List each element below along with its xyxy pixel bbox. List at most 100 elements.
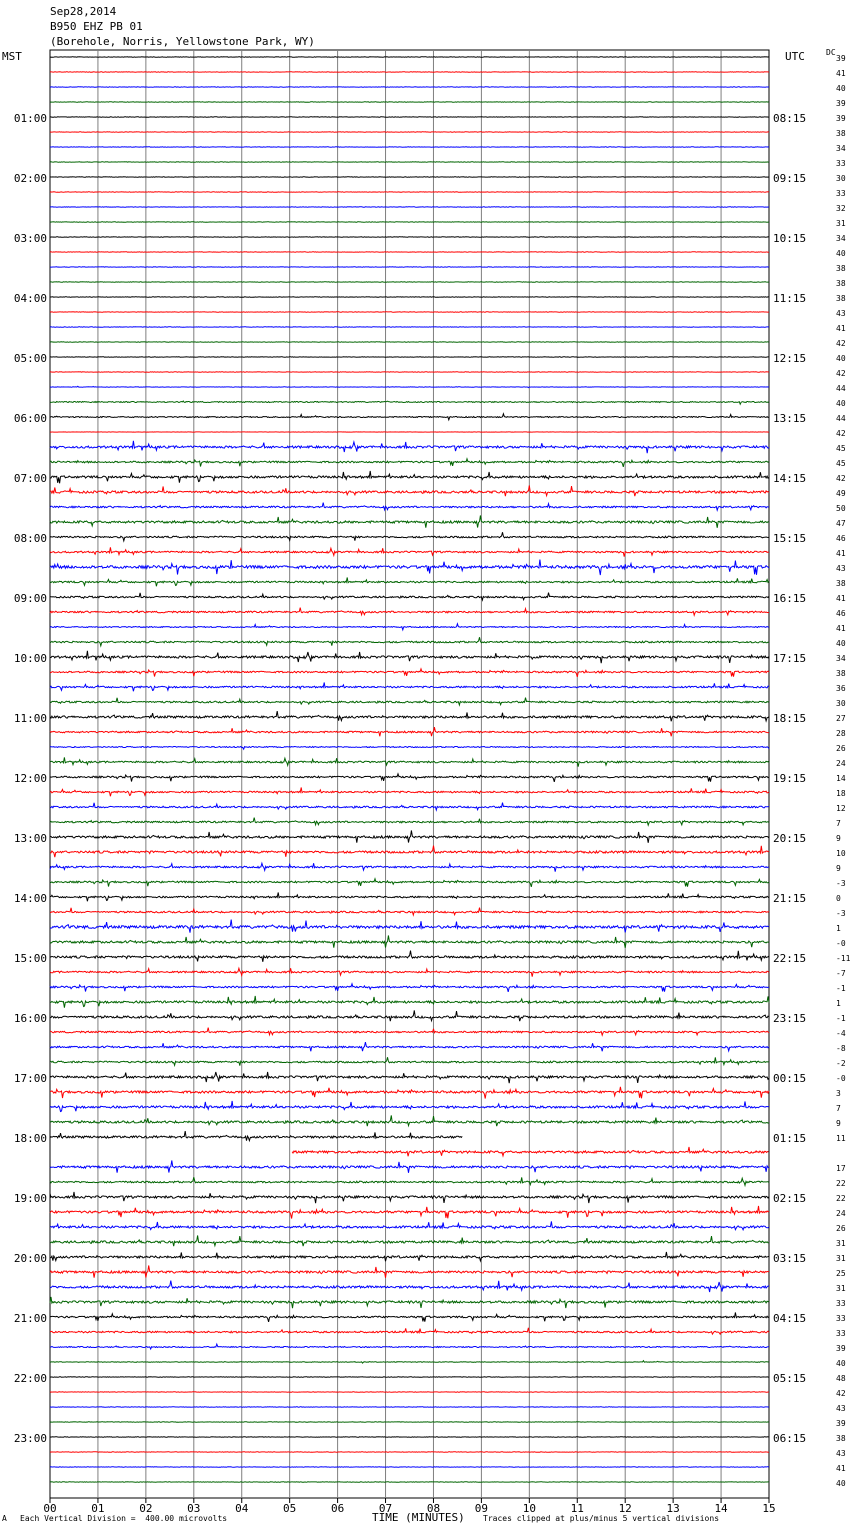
trace-row [49,1296,770,1309]
dc-offset-label: 38 [836,579,846,588]
left-hour-label: 09:00 [14,592,47,605]
right-hour-label: 19:15 [773,772,806,785]
trace-row [49,1027,770,1037]
dc-offset-label: 40 [836,1359,846,1368]
left-hour-label: 13:00 [14,832,47,845]
x-tick-label: 08 [427,1502,440,1515]
dc-offset-label: -7 [836,969,846,978]
right-hour-label: 00:15 [773,1072,806,1085]
dc-offset-label: 38 [836,669,846,678]
dc-offset-label: 31 [836,1254,846,1263]
trace-row [49,787,770,797]
dc-offset-label: 43 [836,309,846,318]
dc-offset-label: 45 [836,444,846,453]
dc-offset-label: -0 [836,939,846,948]
scale-note: Each Vertical Division = 400.00 microvol… [20,1514,228,1523]
dc-offset-label: 24 [836,759,846,768]
left-hour-label: 22:00 [14,1372,47,1385]
trace-row [50,892,770,902]
dc-offset-label: 25 [836,1269,846,1278]
dc-offset-label: 38 [836,264,846,273]
trace-row [49,1327,770,1336]
dc-offset-label: -4 [836,1029,846,1038]
right-timezone-label: UTC [785,50,805,63]
dc-offset-label: -2 [836,1059,846,1068]
dc-offset-label: 31 [836,1284,846,1293]
left-hour-label: 02:00 [14,172,47,185]
x-tick-label: 07 [379,1502,392,1515]
right-hour-label: 16:15 [773,592,806,605]
dc-offset-label: 1 [836,924,841,933]
trace-row [49,1235,770,1248]
dc-offset-label: 40 [836,249,846,258]
trace-row [49,966,770,978]
right-hour-label: 09:15 [773,172,806,185]
x-tick-label: 04 [235,1502,249,1515]
trace-row [49,440,770,454]
right-hour-label: 08:15 [773,112,806,125]
dc-offset-label: 39 [836,1419,846,1428]
trace-row [49,485,770,498]
trace-row [49,606,770,617]
dc-offset-label: 45 [836,459,846,468]
trace-row [49,457,770,468]
dc-offset-label: 30 [836,174,846,183]
dc-offset-label: -3 [836,909,846,918]
trace-row [49,1342,769,1351]
right-hour-label: 10:15 [773,232,806,245]
trace-row [50,592,770,602]
dc-offset-label: 46 [836,534,846,543]
dc-offset-label: 41 [836,624,846,633]
trace-row [49,1280,770,1293]
trace-row [49,1100,770,1113]
trace-row [49,1221,770,1232]
trace-row [49,637,770,648]
trace-row [49,1251,770,1263]
trace-row [49,385,770,389]
trace-row [49,1265,770,1278]
trace-row [49,919,770,933]
trace-row [49,711,770,723]
trace-row [49,515,770,528]
dc-offset-label: -11 [836,954,850,963]
dc-offset-label: 44 [836,414,846,423]
trace-row [49,745,770,751]
dc-offset-label: 41 [836,69,846,78]
right-hour-label: 14:15 [773,472,806,485]
trace-row [49,622,770,632]
x-tick-label: 06 [331,1502,344,1515]
dc-offset-label: 49 [836,489,846,498]
x-tick-label: 02 [139,1502,152,1515]
left-hour-label: 11:00 [14,712,47,725]
trace-row [50,470,770,484]
x-tick-label: 01 [91,1502,104,1515]
trace-row [49,756,770,768]
trace-row [49,1071,770,1084]
x-tick-label: 12 [619,1502,632,1515]
trace-row [49,772,770,783]
header-date: Sep28,2014 [50,5,117,18]
dc-offset-label: -8 [836,1044,846,1053]
dc-offset-label: 12 [836,804,846,813]
trace-row [49,877,770,888]
trace-row [49,400,770,406]
x-tick-label: 10 [523,1502,536,1515]
left-hour-label: 06:00 [14,412,47,425]
trace-row [49,682,770,692]
dc-offset-label: 10 [836,849,846,858]
dc-offset-label: 40 [836,399,846,408]
x-tick-label: 05 [283,1502,296,1515]
dc-offset-label: 43 [836,1449,846,1458]
trace-row [49,532,770,543]
dc-label: DC [826,48,836,57]
dc-offset-label: 27 [836,714,846,723]
trace-row [49,1160,770,1173]
trace-row [49,950,770,963]
dc-offset-label: 47 [836,519,846,528]
x-tick-label: 15 [762,1502,775,1515]
dc-offset-label: 41 [836,324,846,333]
x-axis-title: TIME (MINUTES) [372,1511,465,1524]
dc-offset-label: 22 [836,1179,846,1188]
right-hour-label: 23:15 [773,1012,806,1025]
